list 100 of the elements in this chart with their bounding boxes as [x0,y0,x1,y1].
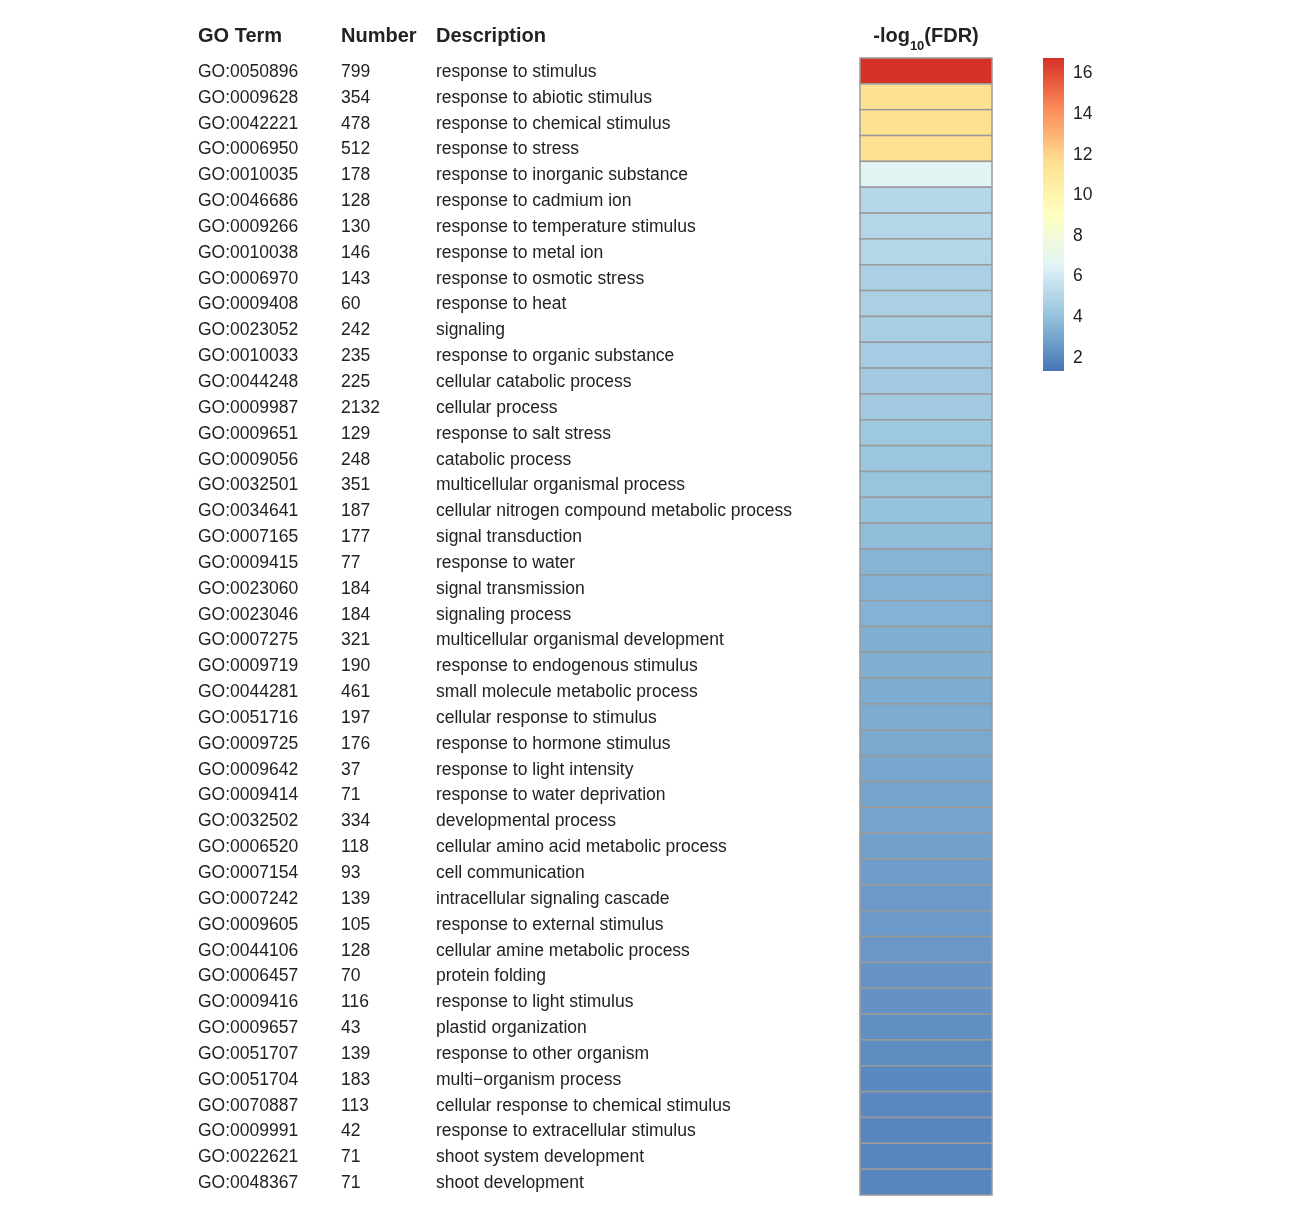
text: GO Term [198,24,283,46]
y-tick-label: response to light stimulus [436,991,634,1012]
y-tick-label: response to endogenous stimulus [436,655,698,676]
y-tick-label: cellular amine metabolic process [436,939,691,960]
category-label: GO:0051704 [198,1068,299,1089]
category-label: GO:0023060 [198,577,299,598]
color-bar-label: 8 [1073,224,1083,245]
color-bar-label: 14 [1073,102,1093,123]
category-label: GO:0010033 [198,345,299,366]
y-tick-label: plastid organization [436,1017,587,1038]
data-label: 478 [341,112,371,133]
data-label: 113 [341,1094,369,1115]
x-tick-label: -log$_{10}$(FDR) [873,24,979,53]
y-tick-label: cell communication [436,861,585,882]
y-tick-label: cellular catabolic process [436,371,632,392]
data-label: 190 [341,655,371,676]
color-bar-label: 16 [1073,62,1093,83]
data-label: 129 [341,422,371,443]
y-tick-label: response to chemical stimulus [436,112,671,133]
data-label: 176 [341,732,371,753]
data-label: 512 [341,138,371,159]
data-label: 178 [341,164,371,185]
y-tick-label: response to salt stress [436,422,612,443]
y-tick-label: signal transmission [436,577,585,598]
y-tick-label: response to inorganic substance [436,164,688,185]
data-label: 77 [341,551,361,572]
data-label: 184 [341,577,371,598]
category-label: GO:0044281 [198,681,299,702]
category-label: GO:0009415 [198,551,299,572]
data-label: 146 [341,241,371,262]
data-label: 70 [341,965,361,986]
y-tick-label: response to external stimulus [436,913,664,934]
data-label: 242 [341,319,371,340]
category-label: GO:0023052 [198,319,299,340]
category-label: GO:0009657 [198,1017,299,1038]
data-label: 184 [341,603,371,624]
text: Number [341,24,417,46]
y-tick-label: response to osmotic stress [436,267,645,288]
category-label: GO:0010038 [198,241,299,262]
y-axis-title: Description [436,24,547,46]
category-label: GO:0009651 [198,422,299,443]
y-tick-label: developmental process [436,810,617,831]
data-label: 177 [341,526,371,547]
category-label: GO:0051716 [198,706,299,727]
y-tick-label: response to stimulus [436,60,597,81]
y-tick-label: small molecule metabolic process [436,681,698,702]
data-label: 130 [341,215,371,236]
data-label: 105 [341,913,371,934]
y-tick-label: multicellular organismal process [436,474,686,495]
y-tick-label: shoot development [436,1172,585,1193]
category-label: GO:0034641 [198,500,299,521]
category-label: GO:0006950 [198,138,299,159]
y-tick-label: multicellular organismal development [436,629,725,650]
category-label: GO:0044248 [198,371,299,392]
category-label: GO:0048367 [198,1172,299,1193]
data-label: 71 [341,1172,361,1193]
y-tick-label: response to temperature stimulus [436,215,696,236]
y-tick-label: signal transduction [436,526,582,547]
data-label: 42 [341,1120,361,1141]
category-label: GO:0023046 [198,603,299,624]
category-label: GO:0009725 [198,732,299,753]
category-label: GO:0032501 [198,474,299,495]
y-tick-label: response to abiotic stimulus [436,86,653,107]
category-label: GO:0044106 [198,939,299,960]
y-tick-label: multi−organism process [436,1068,622,1089]
data-label: 321 [341,629,371,650]
data-label: 128 [341,939,371,960]
data-label: 93 [341,861,361,882]
category-label: GO:0009408 [198,293,299,314]
data-label: 60 [341,293,361,314]
data-label: 118 [341,836,369,857]
category-label: GO:0006520 [198,836,299,857]
data-label: 71 [341,784,361,805]
y-tick-label: response to other organism [436,1042,650,1063]
category-label: GO:0009642 [198,758,299,779]
category-label: GO:0007275 [198,629,299,650]
y-tick-label: signaling process [436,603,572,624]
category-label: GO:0070887 [198,1094,299,1115]
category-label: GO:0006457 [198,965,299,986]
y-tick-label: cellular nitrogen compound metabolic process [436,500,793,521]
data-label: 187 [341,500,371,521]
category-label: GO:0007242 [198,887,299,908]
category-label: GO:0006970 [198,267,299,288]
y-tick-label: response to organic substance [436,345,675,366]
data-label: 128 [341,190,371,211]
color-bar-label: 6 [1073,265,1083,286]
y-tick-label: catabolic process [436,448,572,469]
data-label: 2132 [341,396,380,417]
color-bar-label: 10 [1073,184,1093,205]
data-label: 354 [341,86,371,107]
data-label: 183 [341,1068,371,1089]
category-label: GO:0051707 [198,1042,299,1063]
y-tick-label: intracellular signaling cascade [436,887,670,908]
data-label: 351 [341,474,371,495]
category-label: GO:0042221 [198,112,299,133]
category-label: GO:0009628 [198,86,299,107]
y-tick-label: cellular process [436,396,558,417]
y-tick-label: response to extracellular stimulus [436,1120,696,1141]
y-tick-label: response to water deprivation [436,784,666,805]
y-tick-label: cellular response to chemical stimulus [436,1094,731,1115]
